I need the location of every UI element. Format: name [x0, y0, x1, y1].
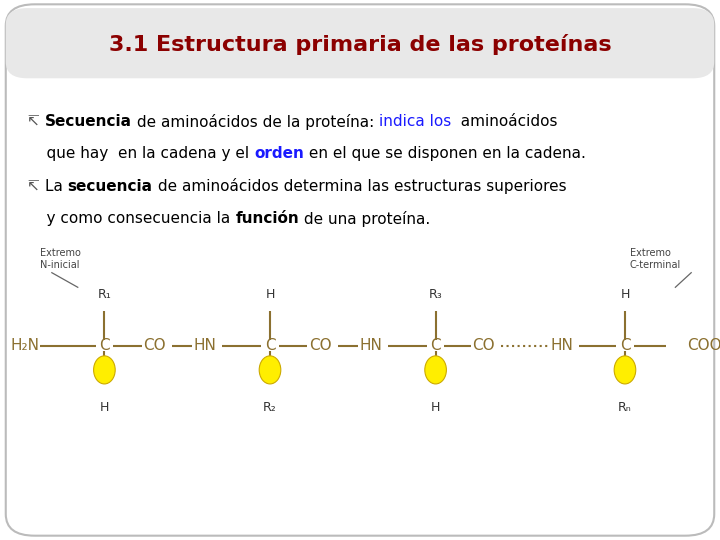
Text: Extremo
N-inicial: Extremo N-inicial: [40, 248, 81, 270]
Text: HN: HN: [194, 338, 217, 353]
Ellipse shape: [259, 356, 281, 384]
Text: 2: 2: [267, 365, 273, 375]
FancyBboxPatch shape: [6, 4, 714, 536]
Text: CO: CO: [309, 338, 332, 353]
Text: Secuencia: Secuencia: [45, 114, 132, 129]
Text: Extremo
C-terminal: Extremo C-terminal: [630, 248, 681, 270]
Text: H: H: [620, 288, 630, 301]
Text: orden: orden: [254, 146, 305, 161]
Text: HN: HN: [550, 338, 573, 353]
Text: CO: CO: [472, 338, 495, 353]
Text: C: C: [99, 338, 109, 353]
Ellipse shape: [94, 356, 115, 384]
Text: HN: HN: [359, 338, 382, 353]
Text: La: La: [45, 179, 68, 194]
Text: COOH: COOH: [688, 338, 720, 353]
Text: de aminoácidos de la proteína:: de aminoácidos de la proteína:: [132, 113, 379, 130]
Text: CO: CO: [143, 338, 166, 353]
Text: 1: 1: [102, 365, 107, 375]
Ellipse shape: [425, 356, 446, 384]
Text: C: C: [431, 338, 441, 353]
Text: C: C: [620, 338, 630, 353]
Text: indica los: indica los: [379, 114, 451, 129]
Text: función: función: [235, 211, 300, 226]
Text: 3.1 Estructura primaria de las proteínas: 3.1 Estructura primaria de las proteínas: [109, 34, 611, 55]
Text: secuencia: secuencia: [68, 179, 153, 194]
FancyBboxPatch shape: [6, 8, 714, 78]
Text: H: H: [265, 288, 275, 301]
Text: R₃: R₃: [428, 288, 443, 301]
Text: n: n: [622, 365, 628, 375]
Text: aminoácidos: aminoácidos: [451, 114, 558, 129]
Text: y como consecuencia la: y como consecuencia la: [27, 211, 235, 226]
Text: en el que se disponen en la cadena.: en el que se disponen en la cadena.: [305, 146, 586, 161]
Text: ↸: ↸: [27, 114, 45, 129]
Text: H₂N: H₂N: [11, 338, 40, 353]
Text: R₁: R₁: [97, 288, 112, 301]
Text: H: H: [431, 401, 441, 414]
Text: de aminoácidos determina las estructuras superiores: de aminoácidos determina las estructuras…: [153, 178, 567, 194]
Ellipse shape: [614, 356, 636, 384]
Text: H: H: [99, 401, 109, 414]
Text: Rₙ: Rₙ: [618, 401, 632, 414]
Text: que hay  en la cadena y el: que hay en la cadena y el: [27, 146, 254, 161]
Text: de una proteína.: de una proteína.: [300, 211, 431, 227]
Text: R₂: R₂: [263, 401, 277, 414]
Text: C: C: [265, 338, 275, 353]
Text: ↸: ↸: [27, 179, 45, 194]
Text: 3: 3: [433, 365, 438, 375]
